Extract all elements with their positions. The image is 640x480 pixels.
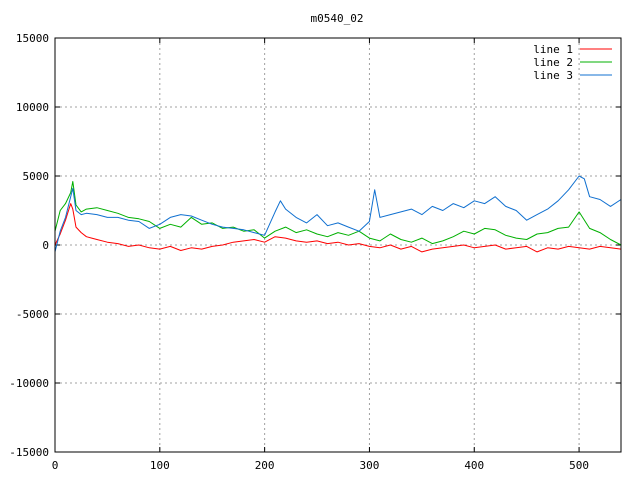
series-line-2 bbox=[54, 181, 622, 246]
series-line-1 bbox=[54, 203, 622, 253]
legend-label-1: line 1 bbox=[533, 43, 573, 56]
x-axis-ticks: 0 100 200 300 400 500 bbox=[52, 38, 589, 472]
y-tick-label: 15000 bbox=[16, 32, 49, 45]
grid bbox=[55, 38, 621, 452]
y-tick-label: 0 bbox=[42, 239, 49, 252]
x-tick-label: 200 bbox=[255, 459, 275, 472]
y-tick-label: -15000 bbox=[9, 446, 49, 459]
plot-frame bbox=[54, 37, 622, 453]
x-tick-label: 500 bbox=[569, 459, 589, 472]
series-lines bbox=[54, 175, 622, 253]
x-tick-label: 400 bbox=[464, 459, 484, 472]
y-axis-ticks: -15000 -10000 -5000 0 5000 10000 15000 bbox=[9, 32, 621, 459]
x-tick-label: 300 bbox=[360, 459, 380, 472]
chart-title: m0540_02 bbox=[311, 12, 364, 25]
y-tick-label: -5000 bbox=[16, 308, 49, 321]
x-tick-label: 0 bbox=[52, 459, 59, 472]
x-tick-label: 100 bbox=[150, 459, 170, 472]
series-line-3 bbox=[54, 175, 622, 253]
y-tick-label: -10000 bbox=[9, 377, 49, 390]
y-tick-label: 10000 bbox=[16, 101, 49, 114]
y-tick-label: 5000 bbox=[23, 170, 50, 183]
legend-label-3: line 3 bbox=[533, 69, 573, 82]
legend-label-2: line 2 bbox=[533, 56, 573, 69]
